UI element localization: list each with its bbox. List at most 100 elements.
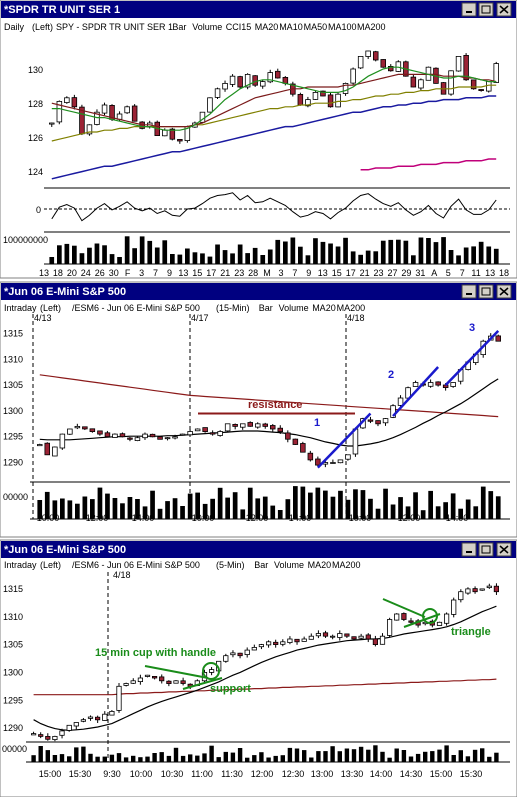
resistance-label: resistance <box>248 399 302 411</box>
candle <box>450 382 456 388</box>
candle <box>149 433 156 438</box>
maximize-button[interactable] <box>478 2 494 17</box>
volume-bar <box>109 254 115 264</box>
volume-bar <box>413 492 418 519</box>
candle <box>358 633 364 640</box>
candle <box>177 138 183 144</box>
volume-bar <box>67 756 72 762</box>
x-tick-label: 12:00 <box>251 769 274 779</box>
price-candles <box>37 333 501 468</box>
period-label: Intraday <box>4 303 37 313</box>
volume-bar <box>471 246 476 264</box>
panel-5min: *Jun 06 E-Mini S&P 500 Intraday (Left) /… <box>0 539 517 797</box>
volume-bar <box>308 492 313 519</box>
volume-bar <box>188 754 193 762</box>
triangle-label: triangle <box>451 626 491 638</box>
volume-bar <box>259 752 264 762</box>
maximize-button[interactable] <box>478 284 494 299</box>
x-tick-label: 9 <box>167 268 172 278</box>
legend-item: Volume <box>274 560 304 570</box>
candle <box>395 60 402 72</box>
volume-bar <box>223 751 228 762</box>
volume-bar <box>102 756 107 762</box>
volume-bar <box>135 499 140 519</box>
candle <box>307 450 314 462</box>
candle <box>410 74 417 88</box>
volume-bar <box>200 253 205 264</box>
ma10-line <box>51 66 497 131</box>
candle <box>495 334 501 342</box>
x-tick-label: 24 <box>81 268 91 278</box>
title-bar <box>1 283 516 300</box>
candle <box>237 652 243 659</box>
volume-scale-label: 00000 <box>2 744 27 754</box>
volume-bar <box>277 510 283 519</box>
volume-bar <box>162 240 168 264</box>
x-tick-label: 17 <box>346 268 356 278</box>
cup-label: 15 min cup with handle <box>95 647 216 659</box>
y-tick-label: 130 <box>28 65 43 75</box>
x-tick-label: 23 <box>234 268 244 278</box>
volume-bar <box>315 487 321 519</box>
support-label: support <box>210 683 251 695</box>
candle <box>109 710 115 716</box>
volume-bar <box>44 491 50 519</box>
candle <box>172 434 178 440</box>
volume-bar <box>330 496 336 519</box>
y-tick-label: 1315 <box>3 329 23 339</box>
close-button[interactable] <box>496 284 512 299</box>
x-tick-label: 21 <box>220 268 230 278</box>
minimize-icon <box>466 551 472 553</box>
x-tick-label: 31 <box>415 268 425 278</box>
volume-bar <box>64 243 70 264</box>
volume-bar <box>49 257 55 264</box>
candle <box>251 644 257 651</box>
maximize-button[interactable] <box>478 542 494 557</box>
leg-2-label: 2 <box>388 369 394 381</box>
volume-bar <box>72 245 77 264</box>
volume-bar <box>358 746 364 762</box>
close-button[interactable] <box>496 542 512 557</box>
close-button[interactable] <box>496 2 512 17</box>
x-tick-label: 13 <box>485 268 495 278</box>
panel-frame <box>0 0 517 279</box>
candle <box>124 105 130 114</box>
volume-bar <box>75 503 80 519</box>
candle <box>224 423 231 433</box>
candle <box>89 428 96 433</box>
date-mark: 4/13 <box>34 313 52 323</box>
candle <box>229 74 236 88</box>
trend-leg-1 <box>316 412 372 469</box>
candle <box>37 443 43 447</box>
volume-bar <box>323 751 328 762</box>
candle <box>67 428 73 435</box>
x-tick-label: 10:30 <box>161 769 184 779</box>
candle <box>470 79 477 90</box>
triangle-upper-line <box>382 598 426 618</box>
volume-bar <box>290 237 296 264</box>
minimize-button[interactable] <box>461 284 477 299</box>
volume-bar <box>388 239 394 264</box>
minimize-button[interactable] <box>461 542 477 557</box>
minimize-button[interactable] <box>461 2 477 17</box>
volume-bar <box>298 246 303 264</box>
window-title: *Jun 06 E-Mini S&P 500 <box>4 544 126 556</box>
triangle-lower-line <box>403 613 441 628</box>
volume-bar <box>152 753 157 762</box>
volume-bar <box>150 490 155 519</box>
volume-bar <box>323 490 328 519</box>
maximize-icon <box>481 5 491 14</box>
volume-scale-label: 100000000 <box>3 235 48 245</box>
price-axis: 1315 1310 1305 1300 1295 1290 <box>3 584 23 733</box>
volume-bar <box>132 248 137 264</box>
volume-bar <box>127 497 133 519</box>
moving-averages <box>51 66 497 180</box>
candle <box>244 73 251 90</box>
leg-3-label: 3 <box>469 322 475 334</box>
candle <box>45 733 51 741</box>
volume-bar <box>217 487 223 519</box>
y-tick-label: 1310 <box>3 612 23 622</box>
candle <box>367 416 374 424</box>
volume-bar <box>172 498 178 519</box>
volume-bar <box>283 241 288 264</box>
